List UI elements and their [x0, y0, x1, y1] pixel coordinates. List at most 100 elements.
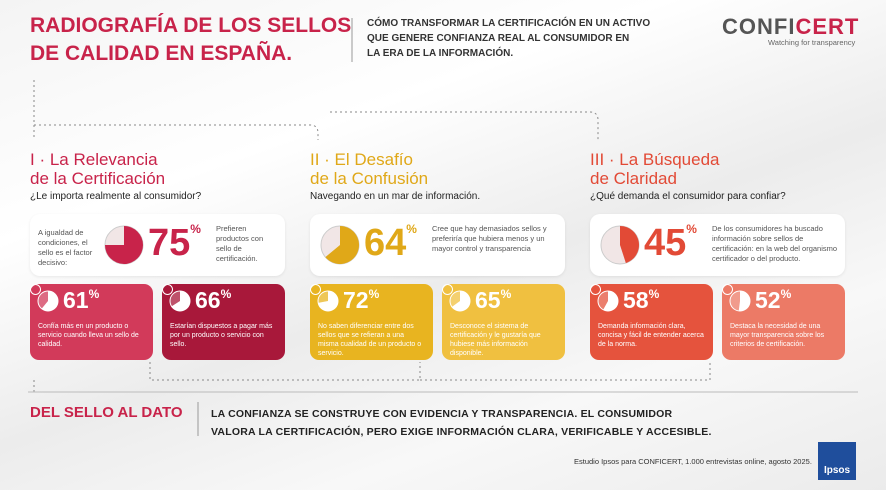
section-title-line: de la Confusión	[310, 169, 429, 188]
card-value: 61%	[63, 287, 99, 314]
card-text: Estarían dispuestos a pagar más por un p…	[170, 323, 273, 348]
pie-icon	[729, 290, 751, 312]
card-unit: %	[780, 287, 792, 301]
main-stat-box: 45% De los consumidores ha buscado inform…	[590, 214, 845, 276]
pie-icon	[449, 290, 471, 312]
main-unit: %	[190, 222, 201, 236]
main-value: 45%	[644, 222, 697, 265]
main-unit: %	[406, 222, 417, 236]
pie-slice	[318, 291, 338, 311]
section-question: ¿Le importa realmente al consumidor?	[30, 191, 202, 202]
section-title: II · El Desafío de la Confusión	[310, 150, 428, 188]
card-icon	[162, 284, 173, 295]
section-title-line: de Claridad	[590, 169, 677, 188]
footer-line: VALORA LA CERTIFICACIÓN, PERO EXIGE INFO…	[211, 426, 712, 438]
section-question: Navegando en un mar de información.	[310, 191, 481, 202]
stat-card: 61% Confía más en un producto o servicio …	[30, 284, 153, 360]
card-text: Destaca la necesidad de una mayor transp…	[730, 323, 825, 348]
card-icon	[30, 284, 41, 295]
card-number: 52	[755, 287, 781, 313]
main-value: 64%	[364, 222, 417, 265]
footer-line: LA CONFIANZA SE CONSTRUYE CON EVIDENCIA …	[211, 408, 673, 420]
card-text: Desconoce el sistema de certificación y …	[450, 323, 541, 357]
card-value: 52%	[755, 287, 791, 314]
card-value: 72%	[343, 287, 379, 314]
title-line: RADIOGRAFÍA DE LOS SELLOS	[30, 14, 352, 37]
pie-icon	[104, 225, 144, 265]
card-unit: %	[500, 287, 512, 301]
pie-icon	[169, 290, 191, 312]
main-stat-box: A igualdad de condiciones, el sello es e…	[30, 214, 285, 276]
pie-slice	[451, 291, 470, 311]
subtitle-line: CÓMO TRANSFORMAR LA CERTIFICACIÓN EN UN …	[367, 18, 651, 29]
stat-card: 72% No saben diferenciar entre dos sellos…	[310, 284, 433, 360]
stat-card: 52% Destaca la necesidad de una mayor tra…	[722, 284, 845, 360]
section-title: I · La Relevancia de la Certificación	[30, 150, 165, 188]
subtitle: CÓMO TRANSFORMAR LA CERTIFICACIÓN EN UN …	[367, 16, 650, 61]
card-number: 66	[195, 287, 221, 313]
card-value: 65%	[475, 287, 511, 314]
stat-card: 66% Estarían dispuestos a pagar más por u…	[162, 284, 285, 360]
main-text: Prefieren productos con sello de certifi…	[216, 224, 264, 263]
card-text: No saben diferenciar entre dos sellos qu…	[318, 323, 422, 357]
main-unit: %	[686, 222, 697, 236]
pie-slice	[171, 291, 190, 311]
logo: CONFICERT	[722, 14, 859, 40]
footer-title: DEL SELLO AL DATO	[30, 404, 183, 421]
dashed-path	[33, 80, 711, 392]
card-unit: %	[220, 287, 232, 301]
section-title: III · La Búsqueda de Claridad	[590, 150, 719, 188]
main-lead: A igualdad de condiciones, el sello es e…	[38, 228, 93, 267]
card-unit: %	[88, 287, 100, 301]
section-title-line: II · El Desafío	[310, 150, 413, 169]
tagline: Watching for transparency	[768, 38, 856, 47]
main-text: De los consumidores ha buscado informaci…	[712, 224, 838, 263]
card-icon	[442, 284, 453, 295]
stat-card: 58% Demanda información clara, concisa y …	[590, 284, 713, 360]
source: Estudio Ipsos para CONFICERT, 1.000 entr…	[574, 457, 812, 466]
main-number: 45	[644, 222, 687, 264]
section-title-line: de la Certificación	[30, 169, 166, 188]
pie-icon	[597, 290, 619, 312]
pie-slice	[325, 226, 359, 264]
pie-slice	[41, 291, 59, 311]
title: RADIOGRAFÍA DE LOS SELLOS DE CALIDAD EN …	[30, 12, 351, 68]
stat-card: 65% Desconoce el sistema de certificación…	[442, 284, 565, 360]
card-text: Confía más en un producto o servicio cua…	[38, 323, 139, 348]
card-number: 65	[475, 287, 501, 313]
card-icon	[590, 284, 601, 295]
card-number: 72	[343, 287, 369, 313]
section-title-line: III · La Búsqueda	[590, 150, 720, 169]
pie-icon	[37, 290, 59, 312]
section-question: ¿Qué demanda el consumidor para confiar?	[590, 191, 786, 202]
subtitle-line: QUE GENERE CONFIANZA REAL AL CONSUMIDOR …	[367, 33, 630, 44]
ipsos-badge: Ipsos	[818, 442, 856, 480]
pie-icon	[320, 225, 360, 265]
main-number: 64	[364, 222, 407, 264]
title-line: DE CALIDAD EN ESPAÑA.	[30, 42, 293, 65]
card-unit: %	[648, 287, 660, 301]
main-text: Cree que hay demasiados sellos y preferi…	[432, 224, 547, 253]
main-value: 75%	[148, 222, 201, 265]
pie-slice	[738, 291, 750, 311]
subtitle-line: LA ERA DE LA INFORMACIÓN.	[367, 48, 514, 59]
pie-slice	[105, 226, 143, 264]
pie-icon	[317, 290, 339, 312]
pie-slice	[603, 291, 618, 311]
pie-slice	[620, 226, 639, 264]
card-unit: %	[368, 287, 380, 301]
footer-text: LA CONFIANZA SE CONSTRUYE CON EVIDENCIA …	[211, 405, 712, 441]
main-number: 75	[148, 222, 191, 264]
card-icon	[722, 284, 733, 295]
card-value: 58%	[623, 287, 659, 314]
card-icon	[310, 284, 321, 295]
logo-part: CONFI	[722, 14, 796, 39]
card-number: 58	[623, 287, 649, 313]
logo-part: CERT	[795, 14, 860, 39]
main-stat-box: 64% Cree que hay demasiados sellos y pref…	[310, 214, 565, 276]
card-value: 66%	[195, 287, 231, 314]
card-number: 61	[63, 287, 89, 313]
